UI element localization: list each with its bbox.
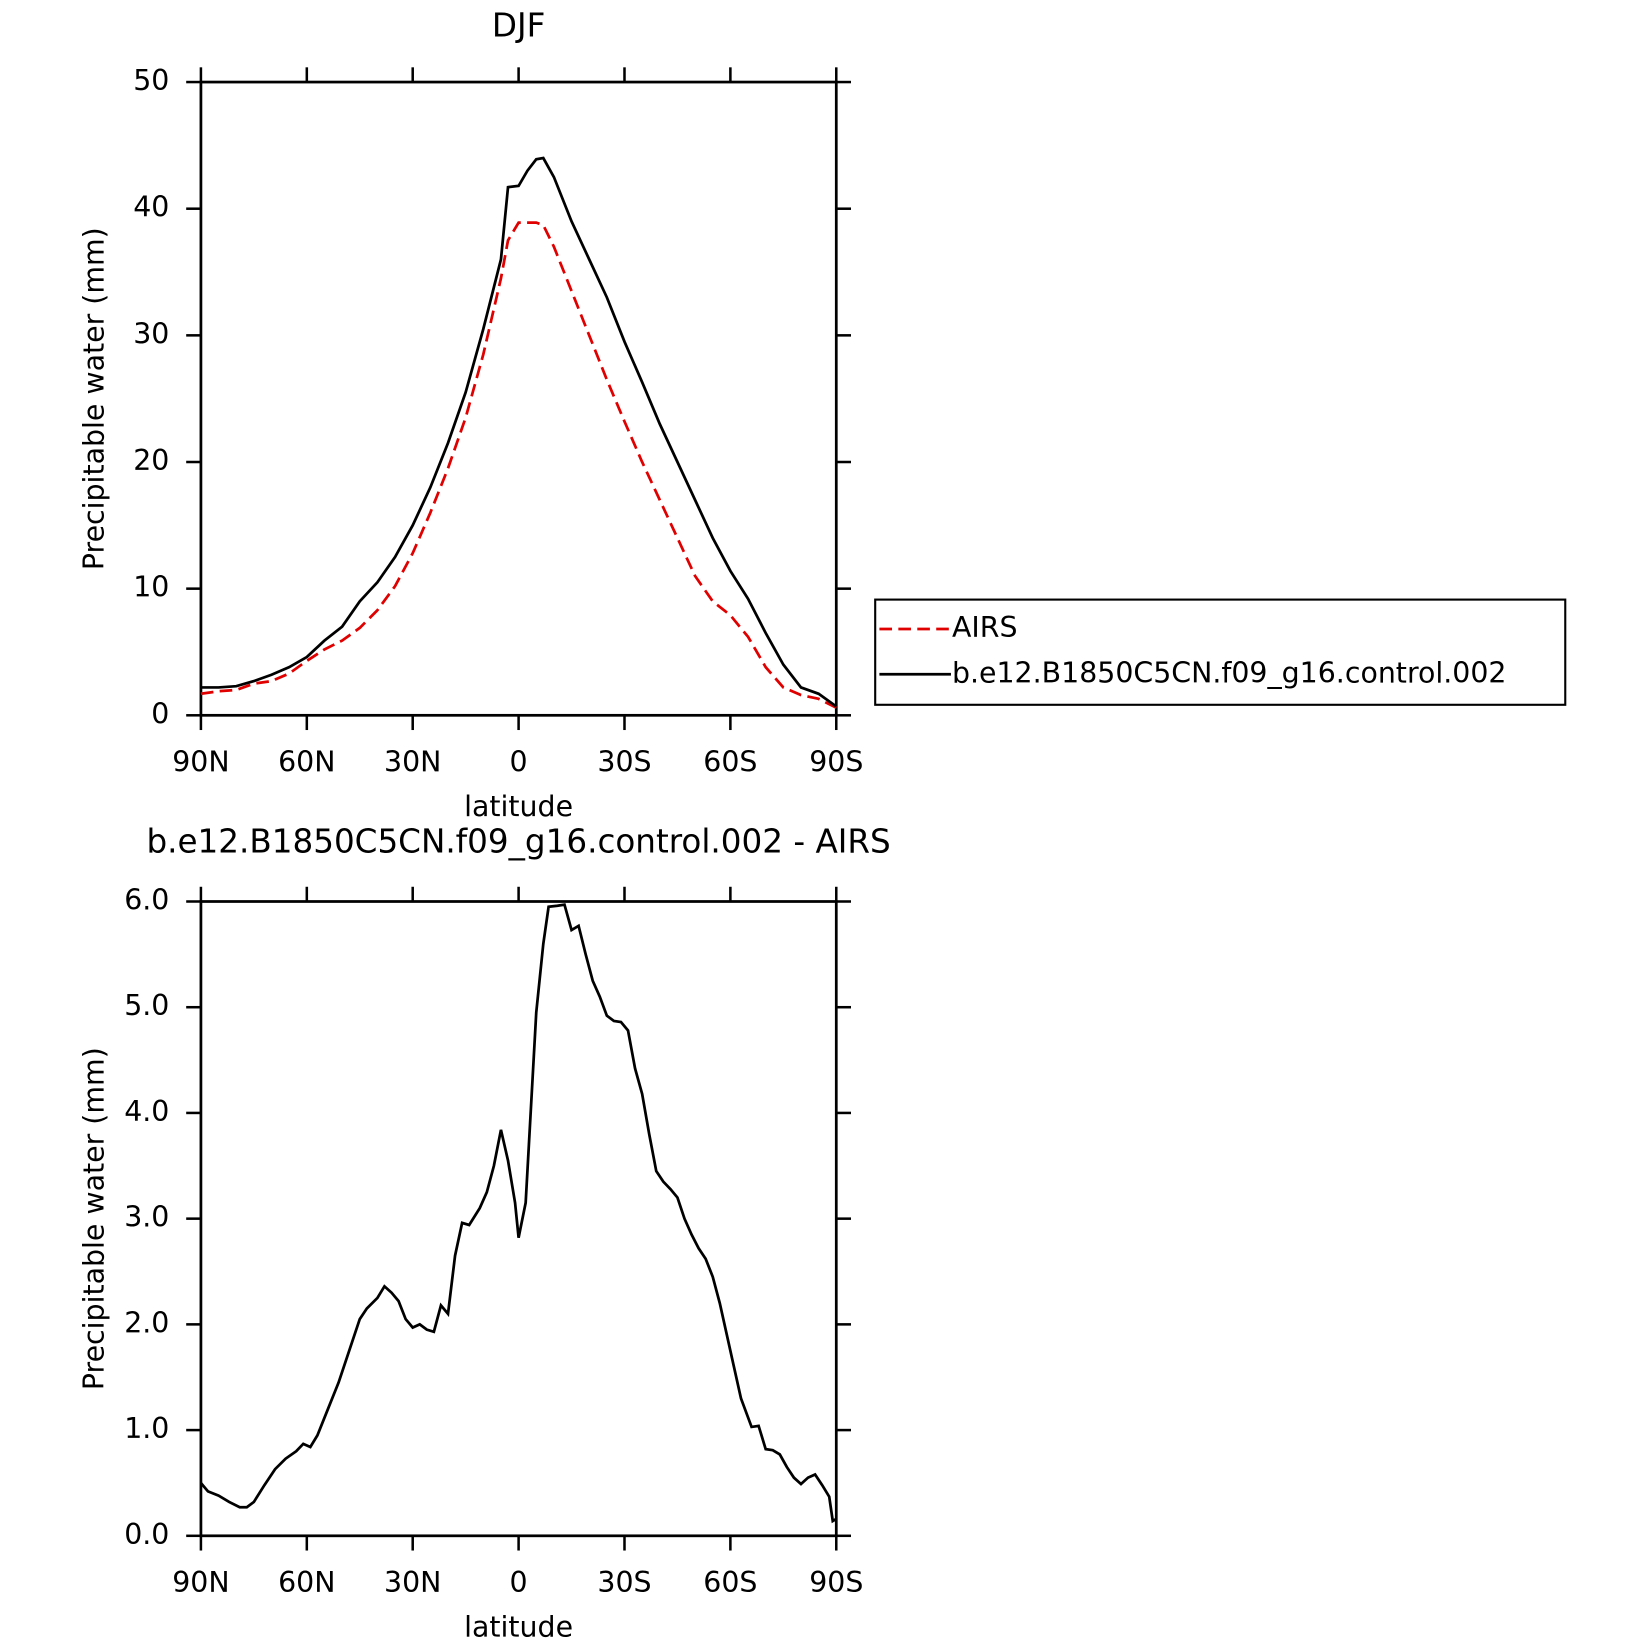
y-tick-label: 1.0	[124, 1412, 169, 1445]
x-tick-label: 90N	[172, 1566, 229, 1599]
chart-title: DJF	[492, 6, 545, 44]
x-tick-label: 90S	[809, 746, 863, 779]
x-tick-label: 60N	[278, 746, 335, 779]
x-axis-label: latitude	[464, 790, 573, 823]
x-tick-label: 60N	[278, 1566, 335, 1599]
y-tick-label: 50	[133, 64, 169, 97]
x-tick-label: 90S	[809, 1566, 863, 1599]
y-tick-label: 20	[133, 444, 169, 477]
x-tick-label: 60S	[703, 1566, 757, 1599]
x-tick-label: 30S	[597, 746, 651, 779]
legend-box	[874, 598, 1567, 706]
y-tick-label: 30	[133, 317, 169, 350]
y-tick-label: 3.0	[124, 1201, 169, 1234]
y-tick-label: 4.0	[124, 1095, 169, 1128]
y-tick-label: 5.0	[124, 989, 169, 1022]
x-tick-label: 90N	[172, 746, 229, 779]
y-tick-label: 2.0	[124, 1306, 169, 1339]
x-axis-label: latitude	[464, 1610, 573, 1641]
y-tick-label: 0.0	[124, 1518, 169, 1551]
x-tick-label: 30N	[384, 746, 441, 779]
plot-frame	[199, 80, 838, 717]
series-line	[199, 903, 837, 1524]
y-tick-label: 40	[133, 191, 169, 224]
chart-title: b.e12.B1850C5CN.f09_g16.control.002 - AI…	[146, 823, 890, 861]
legend-label: AIRS	[952, 611, 1018, 644]
plot-frame	[199, 900, 838, 1538]
series-line	[200, 156, 838, 708]
series-line	[200, 221, 837, 709]
x-tick-label: 0	[510, 746, 528, 779]
y-axis-label: Precipitable water (mm)	[78, 227, 111, 570]
x-tick-label: 60S	[703, 746, 757, 779]
y-axis-label: Precipitable water (mm)	[78, 1047, 111, 1390]
y-tick-label: 0	[151, 697, 169, 730]
x-tick-label: 30N	[384, 1566, 441, 1599]
y-tick-label: 6.0	[124, 883, 169, 916]
y-tick-label: 10	[133, 571, 169, 604]
x-tick-label: 30S	[597, 1566, 651, 1599]
x-tick-label: 0	[510, 1566, 528, 1599]
legend-label: b.e12.B1850C5CN.f09_g16.control.002	[952, 656, 1506, 689]
